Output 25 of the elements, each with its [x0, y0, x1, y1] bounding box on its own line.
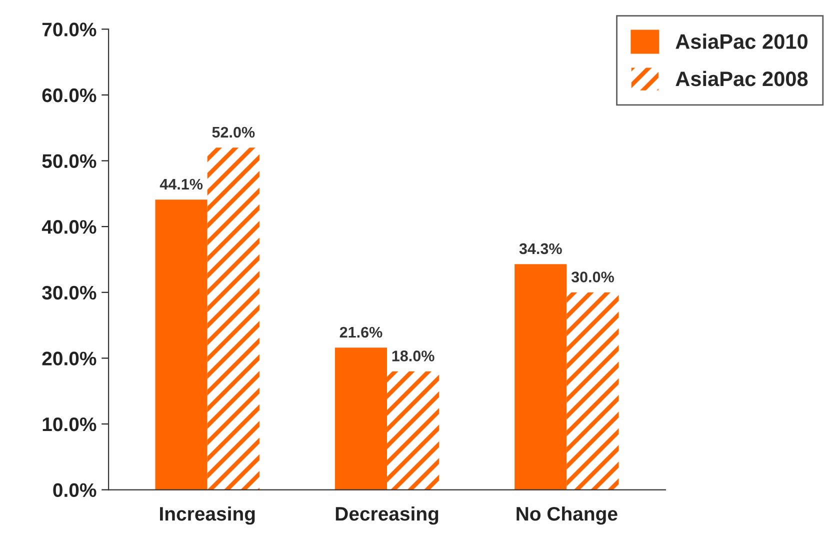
x-tick-label: Decreasing — [336, 506, 438, 525]
bar — [514, 264, 567, 490]
data-label: 18.0% — [392, 350, 434, 362]
y-tick-label: 50.0% — [42, 154, 96, 168]
y-tick-label: 10.0% — [42, 417, 96, 432]
bar — [207, 148, 260, 490]
y-tick-label: 70.0% — [42, 22, 96, 36]
data-label: 34.3% — [519, 243, 562, 254]
x-tick-label: Increasing — [160, 506, 255, 525]
bar — [387, 371, 440, 490]
bar — [334, 348, 388, 490]
y-tick-label: 20.0% — [42, 352, 96, 366]
legend-label: AsiaPac 2008 — [676, 70, 808, 86]
data-label: 52.0% — [212, 126, 255, 138]
data-label: 44.1% — [160, 178, 203, 190]
y-tick-label: 30.0% — [42, 286, 96, 300]
y-tick-label: 60.0% — [42, 88, 96, 102]
y-tick-label: 0.0% — [53, 483, 96, 498]
bar — [155, 200, 208, 490]
bar — [566, 292, 619, 490]
y-tick-label: 40.0% — [42, 220, 96, 234]
data-label: 30.0% — [571, 272, 614, 282]
x-tick-label: No Change — [516, 506, 618, 525]
legend-label: AsiaPac 2010 — [676, 34, 808, 49]
data-label: 21.6% — [340, 326, 382, 338]
